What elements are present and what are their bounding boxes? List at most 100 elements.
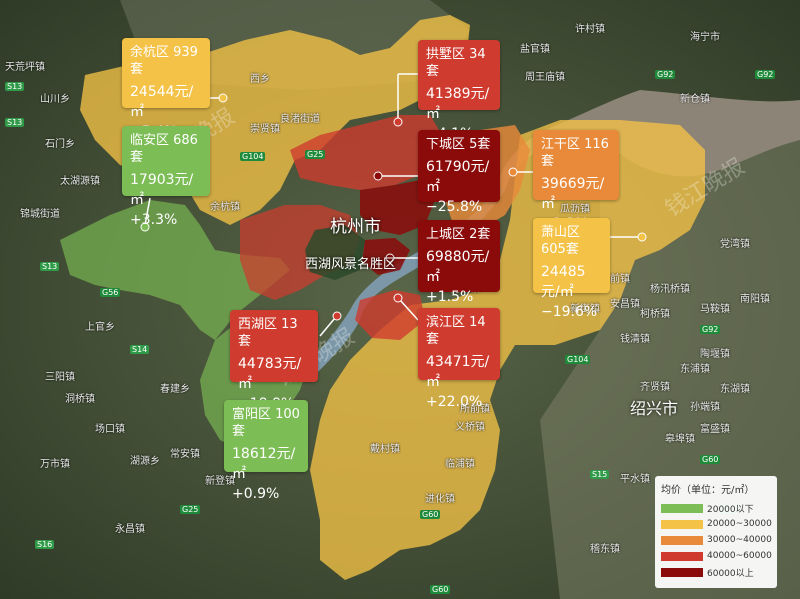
- place-label: 皋埠镇: [665, 434, 695, 445]
- city-label-shaoxing: 绍兴市: [630, 399, 679, 418]
- place-label: 锦城街道: [20, 209, 60, 220]
- district-card-jianggan[interactable]: 江干区 116套 39669元/㎡ +1.3%: [533, 130, 619, 232]
- district-change: −25.8%: [426, 199, 483, 215]
- place-label: 上官乡: [85, 322, 115, 333]
- district-binjiang[interactable]: [355, 290, 425, 340]
- place-label: 齐贤镇: [640, 382, 670, 393]
- place-label: 良渚街道: [280, 114, 320, 125]
- road-shield: S13: [5, 82, 25, 91]
- place-label: 崇贤镇: [250, 124, 280, 135]
- road-shield: G25: [305, 150, 326, 159]
- callout-dots: [140, 93, 647, 424]
- place-label: 新街镇: [570, 304, 600, 315]
- legend-swatch: [661, 567, 703, 577]
- place-label: 许村镇: [575, 24, 605, 35]
- road-shield: G60: [700, 455, 721, 464]
- place-label: 东湖镇: [720, 384, 750, 395]
- place-label: 万市镇: [40, 459, 70, 470]
- place-label: 太湖源镇: [60, 176, 100, 187]
- district-title: 拱墅区 34套: [426, 47, 486, 79]
- place-label: 常安镇: [170, 449, 200, 460]
- district-change: −19.6%: [541, 304, 598, 320]
- legend-item: 20000~30000: [661, 516, 772, 532]
- road-shield: S14: [130, 345, 150, 354]
- place-label: 孙端镇: [690, 402, 720, 413]
- district-change: +0.9%: [232, 486, 280, 502]
- legend-swatch: [661, 519, 703, 529]
- district-xiacheng[interactable]: [360, 180, 435, 235]
- place-label: 杨汛桥镇: [650, 284, 690, 295]
- place-label: 盐官镇: [520, 44, 550, 55]
- place-label: 党湾镇: [720, 239, 750, 250]
- price-legend: 均价（单位：元/㎡） 20000以下 20000~30000 30000~400…: [655, 476, 777, 588]
- place-label: 富盛镇: [700, 424, 730, 435]
- district-card-gongshu[interactable]: 拱墅区 34套 41389元/㎡ −4.1%: [418, 40, 500, 142]
- place-label: 周王庙镇: [525, 72, 565, 83]
- legend-swatch: [661, 551, 703, 561]
- place-label: 平水镇: [620, 474, 650, 485]
- district-price: 69880元/㎡: [426, 249, 490, 285]
- legend-swatch: [661, 503, 703, 513]
- place-label: 戴村镇: [370, 444, 400, 455]
- legend-item: 60000以上: [661, 564, 771, 580]
- place-label: 石门乡: [45, 139, 75, 150]
- place-label: 余杭镇: [210, 202, 240, 213]
- district-card-linan[interactable]: 临安区 686套 17903元/㎡ +3.3%: [122, 126, 210, 228]
- district-card-xihu[interactable]: 西湖区 13套 44783元/㎡ −18.8%: [230, 310, 318, 412]
- district-price: 39669元/㎡: [541, 176, 605, 212]
- district-title: 江干区 116套: [541, 137, 609, 169]
- place-label: 南阳镇: [740, 294, 770, 305]
- district-card-xiaoshan[interactable]: 萧山区 605套 24485元/㎡ −19.6%: [533, 218, 610, 320]
- place-label: 钱清镇: [620, 334, 650, 345]
- district-title: 西湖区 13套: [238, 317, 298, 349]
- legend-label: 20000以下: [707, 504, 754, 515]
- district-price: 43471元/㎡: [426, 354, 490, 390]
- district-price: 41389元/㎡: [426, 86, 490, 122]
- road-shield: G92: [700, 325, 721, 334]
- road-shield: S16: [35, 540, 55, 549]
- district-gongshu[interactable]: [290, 115, 445, 190]
- place-label: 安昌镇: [610, 299, 640, 310]
- place-label: 湖源乡: [130, 456, 160, 467]
- place-label: 新登镇: [205, 476, 235, 487]
- place-label: 西乡: [250, 74, 270, 85]
- district-card-fuyang[interactable]: 富阳区 100套 18612元/㎡ +0.9%: [224, 400, 308, 502]
- xihu-scenic-area[interactable]: [305, 225, 365, 280]
- scenic-area-label: 西湖风景名胜区: [305, 257, 397, 272]
- legend-label: 60000以上: [707, 568, 754, 579]
- district-title: 滨江区 14套: [426, 315, 486, 347]
- district-title: 下城区 5套: [426, 137, 491, 152]
- legend-item: 20000以下: [661, 500, 771, 516]
- place-label: 所前镇: [460, 404, 490, 415]
- district-change: +22.0%: [426, 394, 483, 410]
- road-shield: G92: [655, 70, 676, 79]
- district-title: 临安区 686套: [130, 133, 198, 165]
- district-card-xiacheng[interactable]: 下城区 5套 61790元/㎡ −25.8%: [418, 130, 500, 215]
- road-shield: S15: [590, 470, 610, 479]
- district-price: 24544元/㎡: [130, 84, 194, 120]
- district-price: 24485元/㎡: [541, 264, 586, 300]
- district-change: +1.5%: [426, 289, 474, 305]
- legend-label: 40000~60000: [707, 551, 772, 561]
- district-price: 17903元/㎡: [130, 172, 194, 208]
- district-title: 富阳区 100套: [232, 407, 300, 439]
- callout-lines: [144, 73, 640, 426]
- road-shield: G25: [180, 505, 201, 514]
- district-card-shangcheng[interactable]: 上城区 2套 69880元/㎡ +1.5%: [418, 220, 500, 305]
- legend-swatch: [661, 535, 703, 545]
- legend-title: 均价（单位：元/㎡）: [661, 485, 755, 496]
- place-label: 瓜沥镇: [560, 204, 590, 215]
- district-card-binjiang[interactable]: 滨江区 14套 43471元/㎡ +22.0%: [418, 308, 500, 410]
- place-label: 新仓镇: [680, 94, 710, 105]
- place-label: 洞桥镇: [65, 394, 95, 405]
- district-title: 萧山区 605套: [541, 225, 581, 257]
- place-label: 东浦镇: [680, 364, 710, 375]
- district-linan[interactable]: [60, 200, 290, 340]
- legend-item: 40000~60000: [661, 548, 772, 564]
- place-label: 稽东镇: [590, 544, 620, 555]
- district-price: 18612元/㎡: [232, 446, 296, 482]
- district-card-yuhang[interactable]: 余杭区 939套 24544元/㎡ −5.4%: [122, 38, 210, 140]
- place-label: 山川乡: [40, 94, 70, 105]
- city-label-hangzhou: 杭州市: [330, 217, 381, 237]
- road-shield: G60: [430, 585, 451, 594]
